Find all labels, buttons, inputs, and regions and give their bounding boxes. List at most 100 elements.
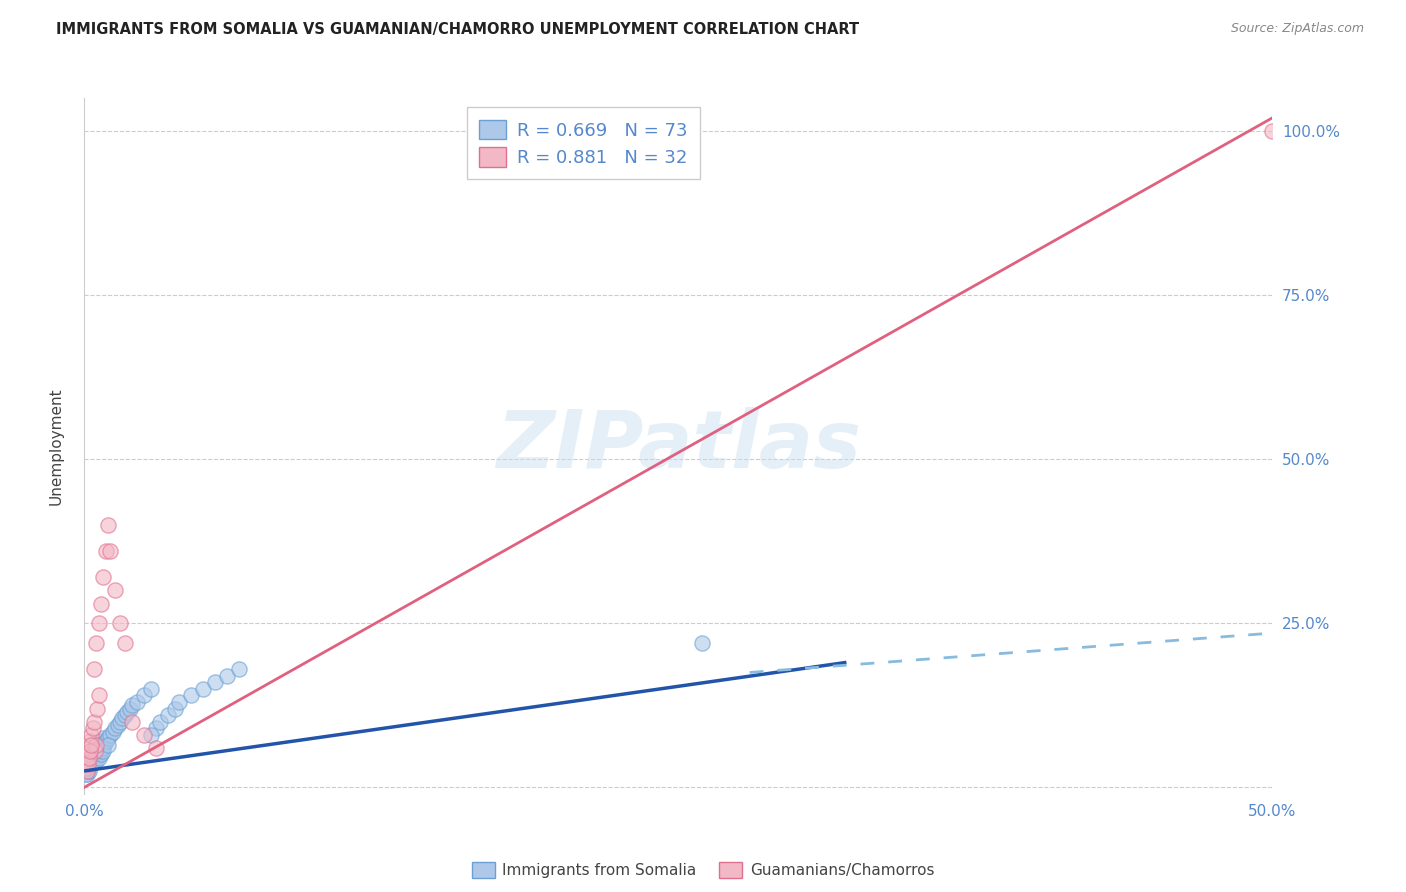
Point xyxy=(93,744,115,758)
Point xyxy=(90,734,112,748)
Point xyxy=(84,738,107,752)
Point xyxy=(76,761,98,775)
Point xyxy=(100,728,122,742)
Point xyxy=(87,689,110,703)
Point xyxy=(121,698,143,713)
Point xyxy=(86,701,108,715)
Point xyxy=(108,616,131,631)
Point xyxy=(163,701,186,715)
Point xyxy=(84,636,107,650)
Point xyxy=(80,744,103,758)
Point xyxy=(84,744,107,758)
Point xyxy=(83,662,105,676)
Point xyxy=(83,714,105,729)
Point xyxy=(80,747,103,762)
Point xyxy=(169,695,191,709)
Point xyxy=(97,738,120,752)
Point xyxy=(82,751,104,765)
Point xyxy=(80,757,103,772)
Point xyxy=(132,728,155,742)
Point xyxy=(145,721,167,735)
Text: IMMIGRANTS FROM SOMALIA VS GUAMANIAN/CHAMORRO UNEMPLOYMENT CORRELATION CHART: IMMIGRANTS FROM SOMALIA VS GUAMANIAN/CHA… xyxy=(56,22,859,37)
Point xyxy=(83,744,105,758)
Point xyxy=(93,738,115,752)
Point xyxy=(108,714,131,729)
Point xyxy=(1261,124,1284,138)
Point xyxy=(80,738,103,752)
Point xyxy=(97,517,120,532)
Point xyxy=(180,689,202,703)
Point xyxy=(91,740,114,755)
Point xyxy=(79,734,101,748)
Point xyxy=(84,751,107,765)
Point xyxy=(139,728,162,742)
Point xyxy=(87,738,110,752)
Point xyxy=(77,764,100,778)
Point xyxy=(77,754,100,768)
Point xyxy=(114,636,136,650)
Text: Source: ZipAtlas.com: Source: ZipAtlas.com xyxy=(1230,22,1364,36)
Point xyxy=(191,681,215,696)
Point xyxy=(84,751,107,765)
Point xyxy=(156,708,179,723)
Point xyxy=(87,751,110,765)
Point xyxy=(101,724,124,739)
Point xyxy=(77,740,100,755)
Point xyxy=(89,744,111,758)
Point xyxy=(204,675,226,690)
Point xyxy=(76,764,98,778)
Point xyxy=(90,597,112,611)
Point xyxy=(76,764,98,778)
Point xyxy=(77,757,100,772)
Point xyxy=(77,751,100,765)
Text: ZIPatlas: ZIPatlas xyxy=(496,407,860,485)
Point xyxy=(690,636,713,650)
Point xyxy=(84,747,107,762)
Point xyxy=(82,721,104,735)
Point xyxy=(93,731,115,745)
Point xyxy=(86,744,108,758)
Point xyxy=(93,570,115,584)
Point xyxy=(83,747,105,762)
Point xyxy=(79,744,101,758)
Point xyxy=(75,761,97,775)
Point xyxy=(94,544,117,558)
Point xyxy=(84,744,107,758)
Point xyxy=(228,662,250,676)
Point xyxy=(97,731,120,745)
Point xyxy=(80,728,103,742)
Point xyxy=(87,744,110,758)
Point xyxy=(79,751,101,765)
Point xyxy=(107,718,129,732)
Point xyxy=(89,744,111,758)
Point xyxy=(75,767,97,781)
Point xyxy=(80,754,103,768)
Point xyxy=(82,751,104,765)
Point xyxy=(215,669,238,683)
Point xyxy=(104,721,127,735)
Point xyxy=(87,616,110,631)
Point xyxy=(87,740,110,755)
Point xyxy=(121,714,143,729)
Point xyxy=(145,740,167,755)
Point xyxy=(139,681,162,696)
Point xyxy=(149,714,172,729)
Point xyxy=(79,757,101,772)
Point xyxy=(76,754,98,768)
Point xyxy=(111,711,134,725)
Point xyxy=(114,708,136,723)
Point xyxy=(90,747,112,762)
Point xyxy=(77,757,100,772)
Point xyxy=(118,701,141,715)
Point xyxy=(94,734,117,748)
Point xyxy=(84,754,107,768)
Point xyxy=(132,689,155,703)
Point xyxy=(104,583,127,598)
Point xyxy=(86,740,108,755)
Legend: Immigrants from Somalia, Guamanians/Chamorros: Immigrants from Somalia, Guamanians/Cham… xyxy=(465,856,941,884)
Point xyxy=(77,761,100,775)
Point xyxy=(77,747,100,762)
Point xyxy=(115,705,138,719)
Point xyxy=(86,747,108,762)
Point xyxy=(91,740,114,755)
